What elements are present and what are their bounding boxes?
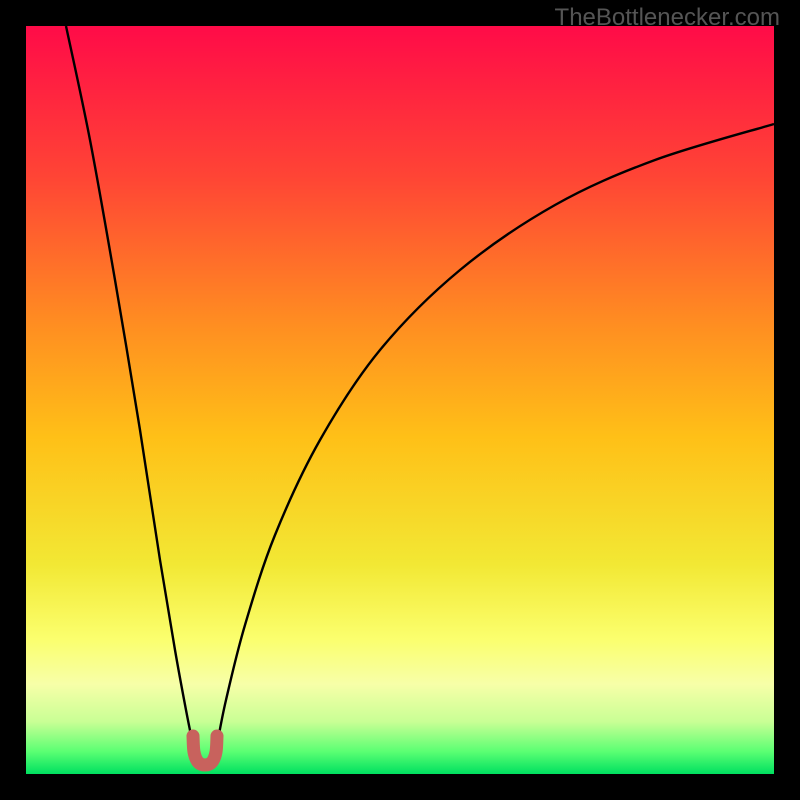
bottleneck-chart	[0, 0, 800, 800]
chart-stage: TheBottlenecker.com	[0, 0, 800, 800]
watermark-text: TheBottlenecker.com	[555, 4, 780, 32]
gradient-background	[26, 26, 774, 774]
